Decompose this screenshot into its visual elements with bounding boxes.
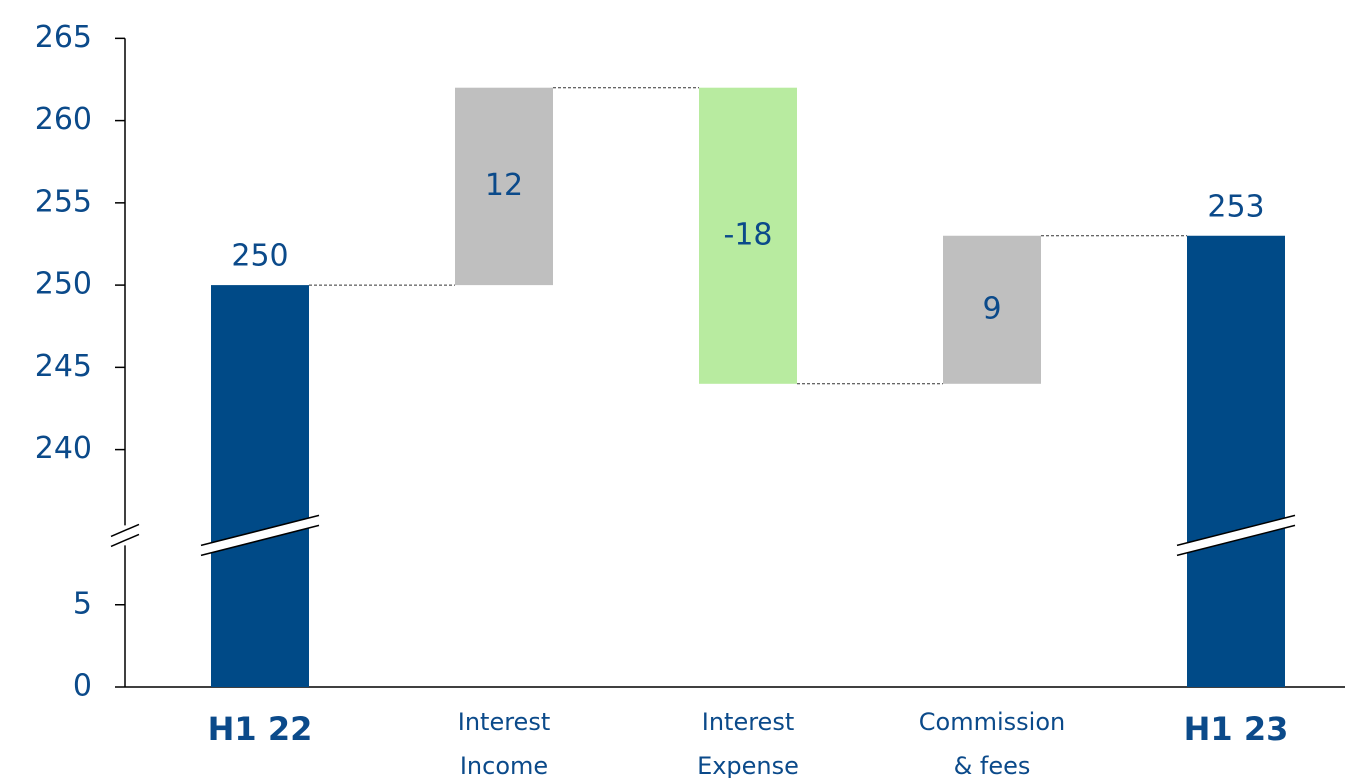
y-tick-label: 0 <box>73 669 92 704</box>
y-tick-label: 240 <box>35 431 92 466</box>
y-tick-label: 260 <box>35 102 92 137</box>
value-label: 12 <box>485 168 523 203</box>
bar <box>455 87 553 286</box>
y-tick-label: 245 <box>35 349 92 384</box>
bar-break-line <box>1176 514 1296 547</box>
bar <box>943 235 1041 384</box>
bar-break-line <box>1176 524 1296 557</box>
y-tick-label: 5 <box>73 586 92 621</box>
x-tick-label: Interest Income <box>458 708 550 778</box>
x-tick-label: H1 23 <box>1184 710 1289 748</box>
y-tick-label: 250 <box>35 267 92 302</box>
y-tick-label: 265 <box>35 20 92 55</box>
value-label: 253 <box>1207 189 1264 224</box>
y-tick-label: 255 <box>35 184 92 219</box>
axis-break <box>110 533 140 548</box>
bar-break <box>1177 515 1295 556</box>
bar-break-line <box>200 524 320 557</box>
x-tick-label: Commission & fees <box>919 708 1065 778</box>
bar-break-line <box>200 514 320 547</box>
value-label: 9 <box>982 291 1001 326</box>
bar-break <box>201 515 319 556</box>
value-label: -18 <box>724 217 773 252</box>
bar <box>211 285 309 687</box>
x-tick-label: Interest Expense <box>697 708 799 778</box>
x-tick-label: H1 22 <box>208 710 313 748</box>
axis-break <box>110 523 140 538</box>
bar <box>1187 235 1285 687</box>
bar <box>699 87 797 384</box>
value-label: 250 <box>231 239 288 274</box>
